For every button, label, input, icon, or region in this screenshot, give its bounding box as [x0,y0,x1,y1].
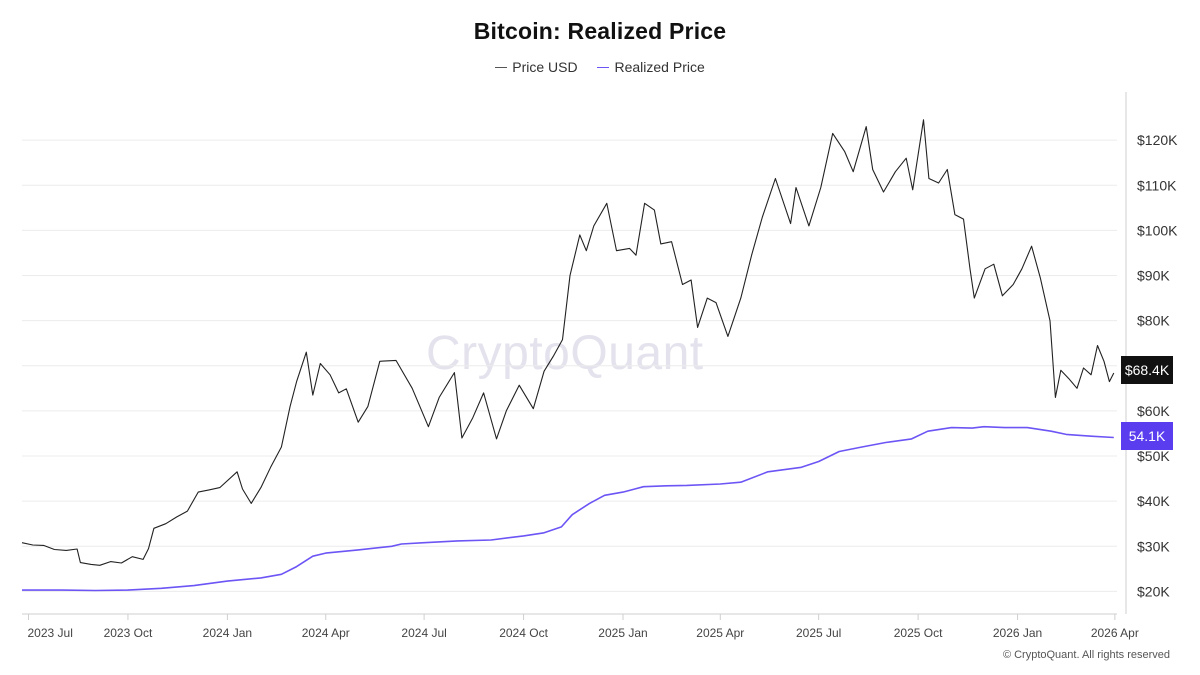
realized-price-line [22,425,1114,592]
x-tick-label: 2025 Oct [894,626,943,640]
x-tick-label: 2025 Jul [796,626,841,640]
x-tick-label: 2025 Apr [696,626,744,640]
legend-label-price: Price USD [512,59,578,75]
y-tick-label: $50K [1137,448,1170,464]
legend-item-realized-price[interactable]: Realized Price [597,59,705,75]
y-tick-label: $100K [1137,222,1178,238]
legend-label-realized-price: Realized Price [614,59,705,75]
realized-price-last-value-tag: 54.1K [1121,422,1173,450]
y-tick-label: $80K [1137,313,1170,329]
legend-item-price[interactable]: Price USD [495,59,578,75]
y-tick-label: $110K [1137,177,1177,193]
legend-swatch-price [495,66,508,68]
chart-title: Bitcoin: Realized Price [473,18,727,44]
x-tick-label: 2026 Apr [1091,626,1139,640]
x-tick-label: 2023 Jul [27,626,72,640]
copyright: © CryptoQuant. All rights reserved [1002,649,1170,661]
y-tick-label: $60K [1137,403,1170,419]
series-group [21,119,1115,592]
y-tick-label: $120K [1137,132,1178,148]
x-tick-label: 2023 Oct [104,626,153,640]
legend: Price USD Realized Price [0,59,1200,75]
y-tick-label: $20K [1137,583,1170,599]
y-tick-label: $90K [1137,268,1170,284]
x-tick-label: 2024 Oct [499,626,548,640]
x-tick-label: 2024 Jul [401,626,446,640]
x-tick-label: 2024 Jan [203,626,252,640]
y-axis: $20K $30K $40K $50K $60K $80K $90K $100K $110K $1… [1137,132,1178,599]
price-last-value-tag: $68.4K [1121,356,1173,384]
grid [22,92,1127,615]
x-tick-label: 2025 Jan [598,626,647,640]
x-tick-label: 2026 Jan [993,626,1042,640]
x-tick-label: 2024 Apr [302,626,350,640]
y-tick-label: $30K [1137,538,1170,554]
x-axis: 2023 Jul 2023 Oct 2024 Jan 2024 Apr 2024 Jul… [27,614,1139,640]
watermark: CryptoQuant [426,327,704,380]
y-tick-label: $40K [1137,493,1170,509]
legend-swatch-realized-price [597,66,610,68]
price-usd-line [21,119,1115,566]
